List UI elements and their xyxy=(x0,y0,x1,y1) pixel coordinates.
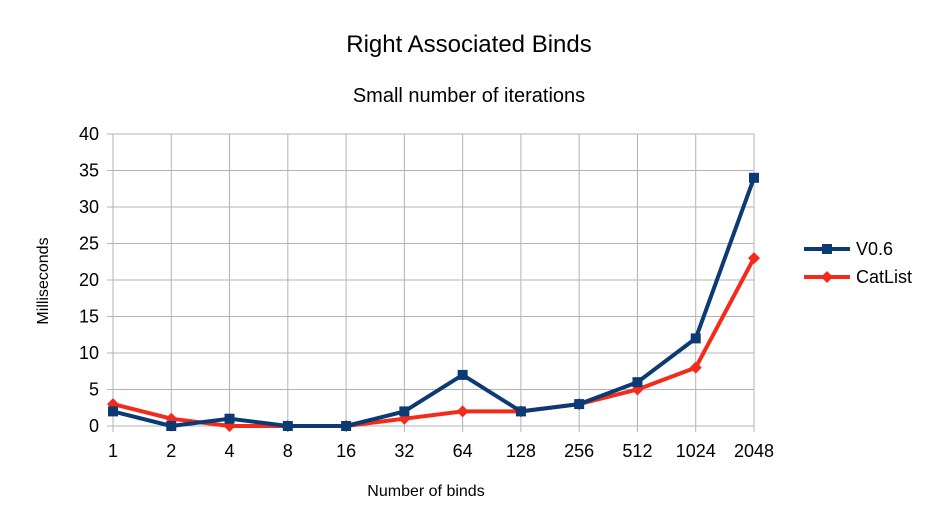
series-line-1 xyxy=(111,256,756,428)
x-axis-title: Number of binds xyxy=(367,483,484,500)
data-point-0-1 xyxy=(108,406,118,417)
data-point-0-4 xyxy=(224,413,235,424)
data-point-0-512 xyxy=(632,377,643,388)
x-tick-label-256: 256 xyxy=(564,441,594,461)
x-tick-label-8: 8 xyxy=(283,441,293,461)
chart-title: Right Associated Binds xyxy=(346,31,591,58)
y-tick-label-40: 40 xyxy=(79,124,99,144)
y-tick-label-30: 30 xyxy=(79,197,99,217)
data-point-0-2048 xyxy=(749,172,759,183)
legend-label-1: CatList xyxy=(856,267,912,287)
data-point-0-1024 xyxy=(690,333,701,344)
data-point-0-64 xyxy=(457,369,468,380)
x-tick-label-16: 16 xyxy=(336,441,356,461)
x-tick-label-4: 4 xyxy=(225,441,235,461)
data-point-1-1024 xyxy=(689,361,702,374)
series-line-0 xyxy=(111,175,756,428)
x-tick-label-128: 128 xyxy=(506,441,536,461)
series-1 xyxy=(107,252,760,432)
x-tick-label-32: 32 xyxy=(394,441,414,461)
legend-item-0: V0.6 xyxy=(804,239,893,259)
x-tick-label-2048: 2048 xyxy=(734,441,774,461)
data-point-0-32 xyxy=(399,406,410,417)
x-tick-label-2: 2 xyxy=(166,441,176,461)
x-tick-label-1: 1 xyxy=(108,441,118,461)
legend-marker-0 xyxy=(822,244,832,254)
y-tick-label-15: 15 xyxy=(79,307,99,327)
data-series xyxy=(107,172,760,432)
y-tick-label-5: 5 xyxy=(89,380,99,400)
y-tick-label-25: 25 xyxy=(79,234,99,254)
data-point-0-16 xyxy=(341,421,352,431)
data-point-0-2 xyxy=(166,421,177,431)
data-point-0-8 xyxy=(282,421,293,431)
legend-marker-1 xyxy=(821,271,833,283)
y-tick-label-10: 10 xyxy=(79,343,99,363)
x-tick-label-1024: 1024 xyxy=(676,441,716,461)
legend-label-0: V0.6 xyxy=(856,239,893,259)
series-0 xyxy=(108,172,759,431)
y-tick-label-0: 0 xyxy=(89,416,99,436)
tick-labels: 0 5 10 15 20 25 30 35 40 1 2 4 8 16 32 64 128 256 512 1024 2… xyxy=(79,124,774,461)
chart-subtitle: Small number of iterations xyxy=(353,85,585,107)
y-tick-label-35: 35 xyxy=(79,161,99,181)
y-axis-title: Milliseconds xyxy=(35,237,52,324)
data-point-1-64 xyxy=(456,405,469,418)
gridlines xyxy=(107,133,755,432)
data-point-0-256 xyxy=(574,399,585,410)
legend: V0.6 CatList xyxy=(804,239,912,287)
y-tick-label-20: 20 xyxy=(79,270,99,290)
data-point-0-128 xyxy=(515,406,526,417)
x-tick-label-512: 512 xyxy=(622,441,652,461)
data-point-1-2048 xyxy=(748,252,760,265)
x-tick-label-64: 64 xyxy=(453,441,473,461)
legend-item-1: CatList xyxy=(804,267,912,287)
